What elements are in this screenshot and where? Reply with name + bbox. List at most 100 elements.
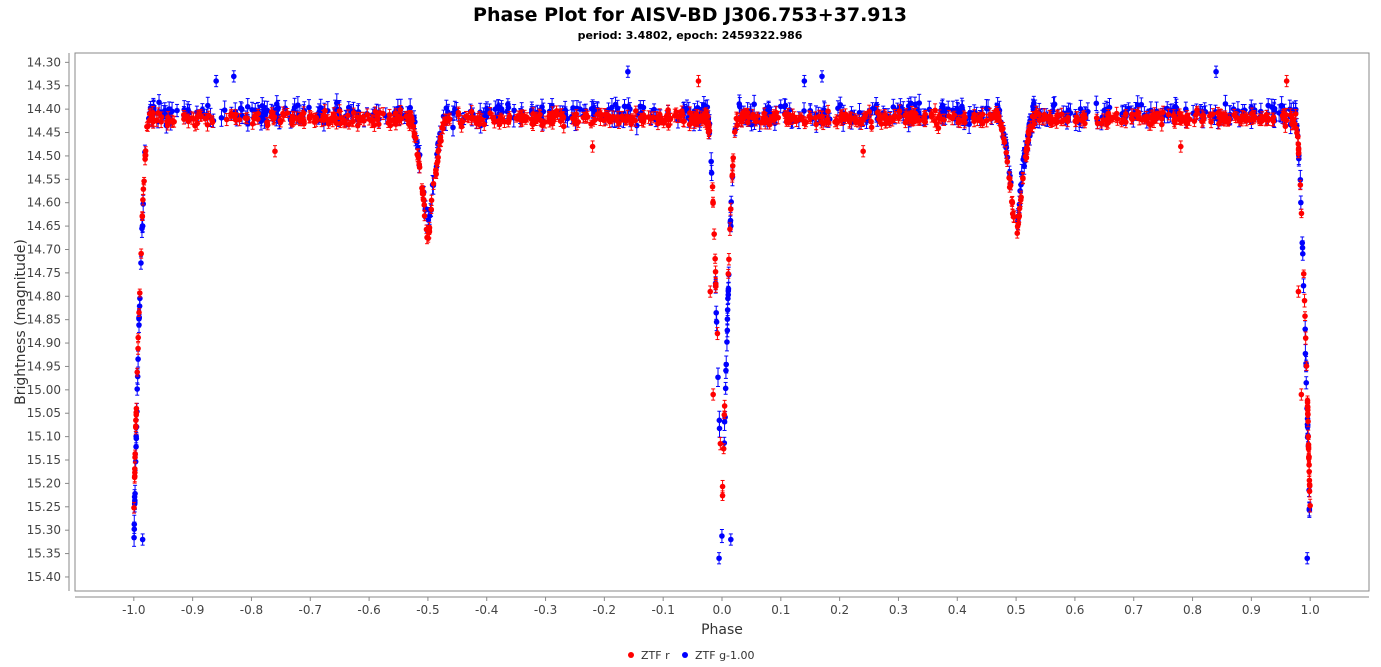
data-point-ztf-r [998,122,1005,132]
data-point-ztf-r [1022,151,1029,162]
data-point-ztf-r [539,118,545,132]
data-point-ztf-g [443,99,450,117]
data-point-ztf-r [813,118,819,131]
data-point-ztf-r [1141,114,1148,125]
data-point-ztf-g [1093,95,1100,111]
data-point-ztf-r [325,118,332,129]
data-point-ztf-r [1074,111,1080,124]
chart-subtitle: period: 3.4802, epoch: 2459322.986 [578,29,803,42]
y-tick-label: 14.65 [27,219,61,233]
data-point-ztf-r [1270,112,1277,122]
x-tick-label: -0.1 [651,603,674,617]
data-point-ztf-r [202,112,209,125]
data-point-ztf-r [169,117,176,127]
data-point-ztf-r [463,110,469,123]
data-point-ztf-r [414,148,421,161]
y-tick-label: 14.45 [27,126,61,140]
data-point-ztf-r [896,104,903,118]
data-point-ztf-r [783,110,790,121]
data-point-ztf-r [1303,361,1310,371]
data-point-ztf-r [704,110,711,123]
legend-marker-ztf-r [628,652,634,658]
data-point-ztf-r [138,248,144,259]
data-point-ztf-r [801,116,807,127]
data-point-ztf-r [1093,113,1100,123]
data-point-ztf-r [753,117,759,127]
x-tick-label: 0.5 [1007,603,1026,617]
data-point-ztf-r [164,116,170,127]
data-point-ztf-r [692,113,699,128]
data-point-ztf-r [142,152,148,166]
data-point-ztf-g [495,99,502,113]
data-point-ztf-r [1008,197,1015,207]
y-tick-label: 15.10 [27,430,61,444]
data-point-ztf-r [1018,190,1024,204]
data-point-ztf-r [1206,111,1213,121]
x-tick-label: -0.9 [181,603,204,617]
data-point-ztf-r [148,114,155,126]
data-point-ztf-r [345,109,351,122]
legend-label-ztf-r: ZTF r [641,649,670,662]
data-point-ztf-r [1016,211,1022,221]
data-point-ztf-r [321,112,327,127]
chart-title: Phase Plot for AISV-BD J306.753+37.913 [473,4,907,26]
data-point-ztf-r [771,109,777,122]
data-point-ztf-r [457,118,464,129]
x-tick-label: -0.5 [416,603,439,617]
y-tick-label: 15.35 [27,547,61,561]
data-point-ztf-g [939,98,946,113]
data-point-ztf-g [715,367,721,387]
data-point-ztf-r [1238,113,1245,127]
data-point-ztf-r [1302,331,1309,345]
data-point-ztf-g [967,106,973,120]
data-point-ztf-r [574,116,580,131]
data-point-ztf-r [721,410,728,420]
data-point-ztf-r [1218,108,1224,121]
data-point-ztf-r [1081,110,1087,120]
data-point-ztf-g [131,521,138,537]
data-point-ztf-r [640,115,647,128]
data-point-ztf-r [1177,140,1184,153]
data-point-ztf-r [1136,111,1143,126]
data-points [131,65,1313,565]
y-tick-label: 14.40 [27,102,61,116]
data-point-ztf-r [428,194,435,206]
data-point-ztf-r [1001,136,1008,148]
data-point-ztf-r [1123,116,1129,129]
y-tick-label: 14.85 [27,313,61,327]
y-tick-label: 14.95 [27,359,61,373]
data-point-ztf-r [299,109,306,120]
data-point-ztf-r [322,104,328,118]
data-point-ztf-g [139,533,146,546]
data-point-ztf-g [1138,97,1145,112]
data-point-ztf-r [524,112,530,123]
data-point-ztf-r [1297,179,1304,191]
data-point-ztf-r [135,333,142,342]
data-point-ztf-r [731,126,738,138]
x-axis-ticks: -1.0 -0.9 -0.8 -0.7 -0.6 -0.5 -0.4 -0.3 -0.2 -0.1… [122,597,1320,617]
data-point-ztf-r [549,106,556,120]
data-point-ztf-r [709,182,716,192]
data-point-ztf-r [915,115,921,126]
data-point-ztf-r [653,111,660,125]
data-point-ztf-r [430,177,437,190]
data-point-ztf-r [189,111,195,125]
data-point-ztf-r [750,109,756,121]
data-point-ztf-r [209,116,216,128]
data-point-ztf-r [407,110,414,125]
data-point-ztf-r [374,112,381,127]
x-tick-label: 0.8 [1183,603,1202,617]
data-point-ztf-r [573,109,580,119]
plot-area [74,52,1370,592]
data-point-ztf-r [132,452,138,463]
data-point-ztf-g [505,98,511,111]
data-point-ztf-r [687,106,693,120]
data-point-ztf-r [1047,109,1054,123]
data-point-ztf-r [268,107,275,117]
data-point-ztf-g [231,70,237,83]
x-tick-label: 1.0 [1301,603,1320,617]
data-point-ztf-r [1280,109,1287,122]
data-point-ztf-r [346,119,352,130]
data-point-ztf-r [444,113,450,126]
